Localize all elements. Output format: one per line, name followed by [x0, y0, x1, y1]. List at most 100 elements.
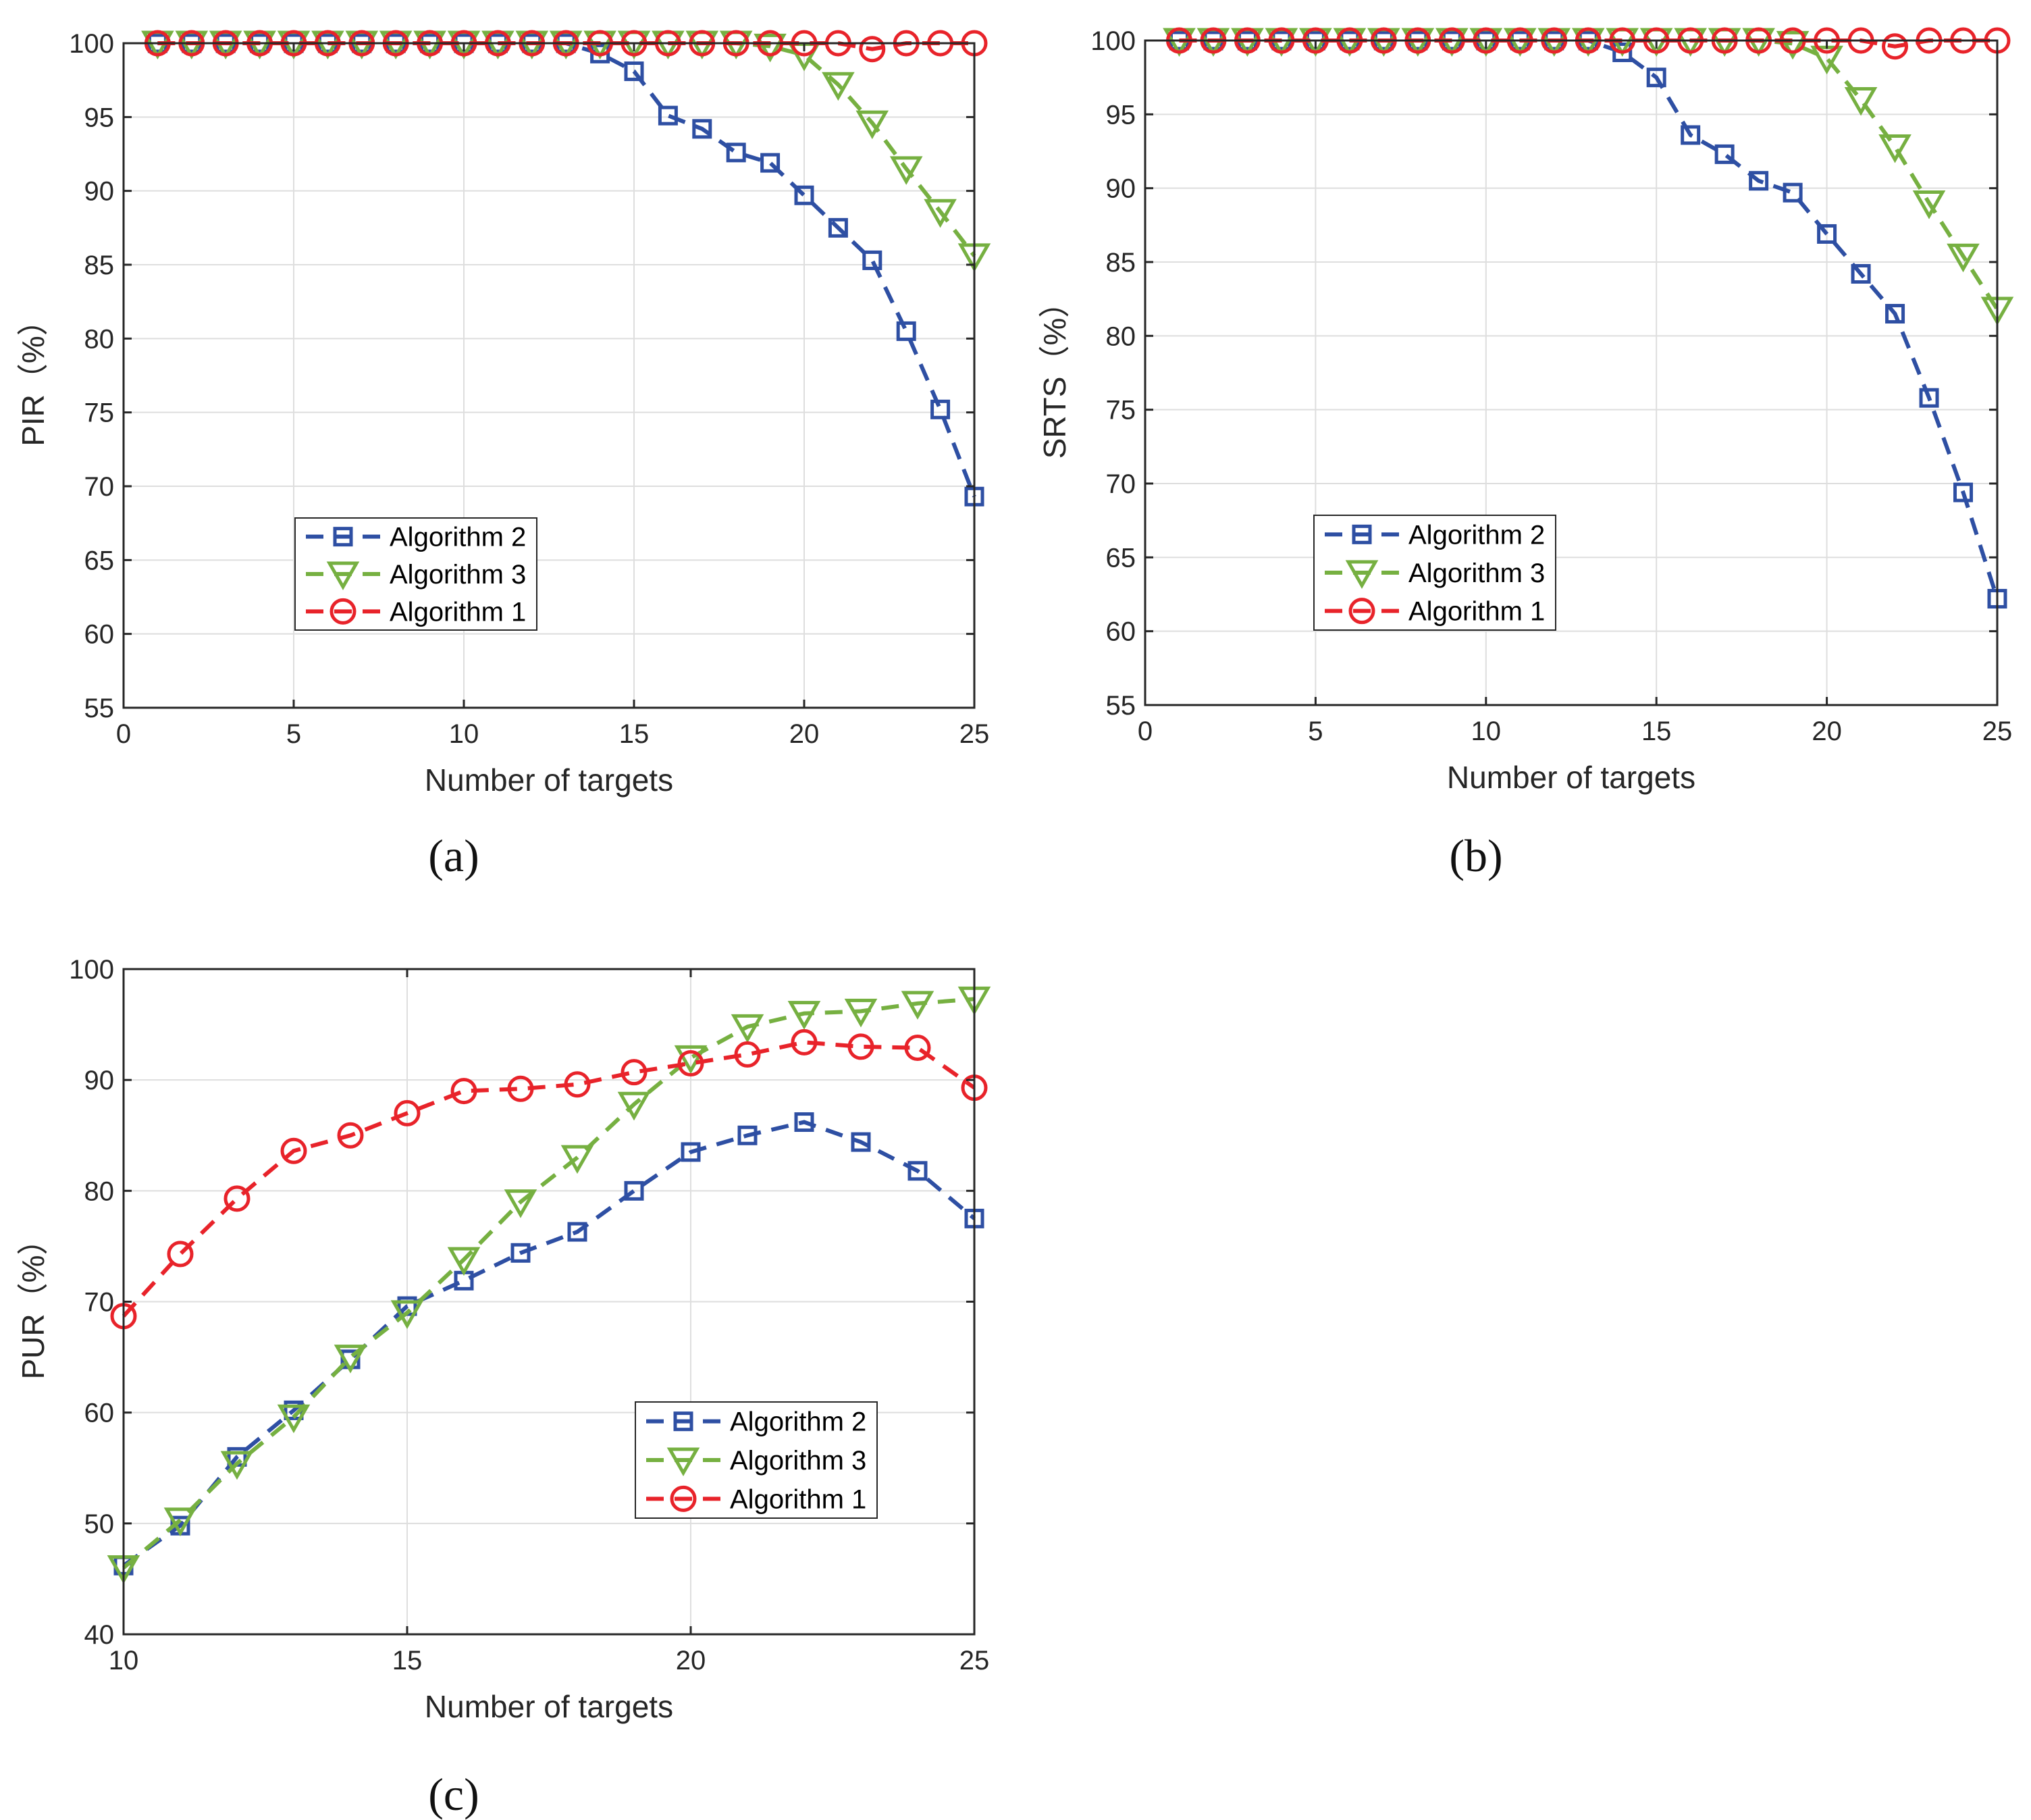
data-point: [851, 1132, 871, 1152]
legend-marker: [673, 1411, 693, 1432]
plot-area: [124, 43, 974, 708]
y-tick-label: 80: [84, 324, 115, 354]
data-point: [621, 1059, 648, 1086]
legend-marker: [1352, 524, 1372, 544]
y-tick-label: 90: [84, 1066, 115, 1095]
x-axis-label: Number of targets: [425, 762, 673, 798]
data-point: [564, 1071, 591, 1098]
data-point: [674, 1045, 708, 1074]
x-axis-label: Number of targets: [1447, 760, 1695, 795]
data-point: [617, 1091, 651, 1121]
y-tick-label: 50: [84, 1509, 115, 1539]
data-point: [844, 998, 878, 1028]
data-point: [1612, 42, 1633, 62]
x-tick-label: 20: [676, 1646, 706, 1675]
y-tick-label: 80: [84, 1176, 115, 1206]
data-point: [277, 1404, 311, 1434]
y-tick-label: 85: [1106, 248, 1136, 278]
data-point: [859, 36, 886, 63]
y-tick-label: 95: [84, 103, 115, 132]
data-point: [280, 1137, 307, 1164]
y-axis-label: PUR（%）: [16, 1224, 51, 1379]
series-algorithm-3: [107, 986, 991, 1584]
data-point: [1882, 33, 1909, 60]
data-point: [394, 1099, 421, 1126]
legend-entry: Algorithm 2: [730, 1407, 866, 1437]
legend-marker: [1348, 598, 1375, 625]
series-line: [122, 1120, 976, 1567]
data-point: [862, 250, 882, 270]
data-point: [896, 321, 916, 341]
y-tick-label: 75: [84, 398, 115, 428]
data-point: [334, 1345, 367, 1374]
data-point: [907, 1161, 928, 1181]
data-point: [828, 217, 848, 238]
y-tick-label: 65: [84, 546, 115, 575]
legend-marker: [326, 561, 360, 591]
data-point: [901, 991, 934, 1020]
data-point: [163, 1507, 197, 1536]
data-point: [1714, 144, 1735, 164]
y-tick-label: 60: [84, 620, 115, 650]
data-point: [390, 1300, 424, 1329]
data-point: [731, 1014, 764, 1043]
data-point: [1783, 182, 1803, 203]
x-tick-label: 10: [109, 1646, 139, 1675]
data-point: [889, 156, 923, 185]
legend-entry: Algorithm 1: [1408, 597, 1545, 627]
legend-entry: Algorithm 2: [390, 523, 526, 552]
y-tick-label: 100: [69, 955, 114, 985]
y-tick-label: 85: [84, 251, 115, 280]
data-point: [822, 72, 855, 101]
data-point: [904, 1035, 931, 1062]
data-point: [1646, 68, 1666, 88]
data-point: [167, 1241, 194, 1268]
data-point: [794, 1112, 814, 1133]
data-point: [726, 142, 746, 163]
data-point: [1776, 30, 1810, 60]
data-point: [794, 185, 814, 205]
x-tick-label: 0: [116, 719, 131, 749]
data-point: [1947, 243, 1980, 273]
data-point: [737, 1125, 758, 1145]
data-point: [658, 105, 678, 126]
data-point: [337, 1122, 364, 1149]
data-point: [1878, 134, 1911, 163]
data-point: [1885, 304, 1905, 324]
data-point: [507, 1075, 534, 1102]
data-point: [787, 1001, 821, 1030]
y-tick-label: 40: [84, 1620, 115, 1650]
axes-box: [1144, 39, 1999, 706]
series-line: [122, 997, 975, 1569]
data-point: [754, 33, 787, 63]
y-tick-label: 100: [1090, 26, 1136, 56]
data-point: [510, 1243, 531, 1263]
x-tick-label: 15: [392, 1646, 423, 1675]
data-point: [1681, 125, 1701, 145]
y-tick-label: 90: [84, 177, 115, 207]
legend-entry: Algorithm 3: [730, 1446, 866, 1476]
y-tick-label: 80: [1106, 321, 1136, 351]
legend: Algorithm 2 Algorithm 3 Algorithm 1: [1313, 515, 1556, 631]
chart-panel-2: 0 5 10 15 20 25 55 60 65 70 75 80 85 90 95 100 Number of…: [1037, 26, 2014, 881]
y-tick-label: 55: [1106, 691, 1136, 721]
data-point: [692, 119, 712, 139]
data-point: [760, 153, 781, 173]
series-line: [122, 1040, 976, 1318]
x-tick-label: 15: [1641, 717, 1672, 746]
x-tick-label: 5: [1308, 717, 1323, 746]
data-point: [734, 1041, 761, 1068]
plot-area: [1145, 41, 1997, 705]
x-tick-label: 25: [1982, 717, 2013, 746]
legend-marker: [666, 1447, 700, 1477]
data-point: [681, 1142, 701, 1162]
data-point: [1851, 263, 1871, 284]
legend-entry: Algorithm 2: [1408, 520, 1545, 550]
legend: Algorithm 2 Algorithm 3 Algorithm 1: [635, 1401, 878, 1519]
panel-label: (a): [428, 830, 479, 881]
data-point: [1749, 171, 1769, 191]
y-tick-label: 95: [1106, 100, 1136, 130]
x-tick-label: 25: [959, 1646, 990, 1675]
chart-panel-1: 0 5 10 15 20 25 55 60 65 70 75 80 85 90 95 100 Number of…: [16, 29, 991, 881]
